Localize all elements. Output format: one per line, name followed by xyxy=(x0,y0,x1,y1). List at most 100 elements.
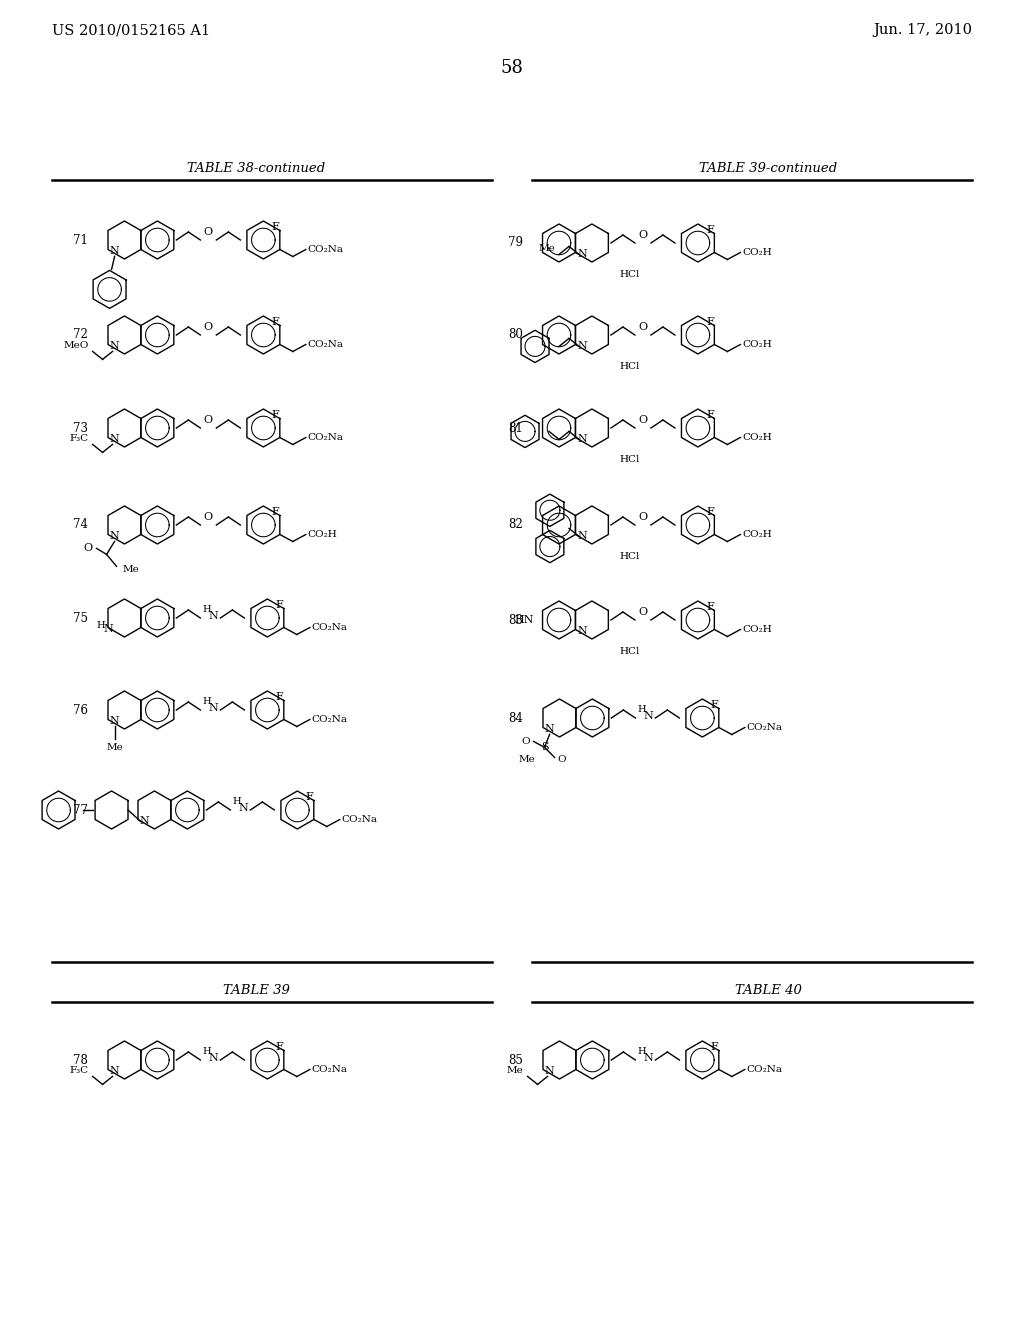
Text: 74: 74 xyxy=(73,519,88,532)
Text: 79: 79 xyxy=(508,236,523,249)
Text: TABLE 39-continued: TABLE 39-continued xyxy=(698,161,838,174)
Text: F: F xyxy=(711,1041,719,1052)
Text: N: N xyxy=(110,717,120,726)
Text: F: F xyxy=(271,507,280,516)
Text: N: N xyxy=(578,532,587,541)
Text: H: H xyxy=(202,1047,211,1056)
Text: F: F xyxy=(711,700,719,710)
Text: 78: 78 xyxy=(73,1053,88,1067)
Text: 71: 71 xyxy=(73,234,88,247)
Text: TABLE 39: TABLE 39 xyxy=(222,983,290,997)
Text: O: O xyxy=(638,414,647,425)
Text: MeO: MeO xyxy=(63,341,88,350)
Text: F: F xyxy=(707,409,714,420)
Text: CO₂H: CO₂H xyxy=(742,341,772,348)
Text: F: F xyxy=(707,317,714,327)
Text: F: F xyxy=(271,317,280,327)
Text: HCl: HCl xyxy=(620,647,640,656)
Text: 81: 81 xyxy=(508,421,523,434)
Text: N: N xyxy=(578,249,587,260)
Text: CO₂Na: CO₂Na xyxy=(312,623,348,632)
Text: N: N xyxy=(578,627,587,636)
Text: N: N xyxy=(545,1067,554,1076)
Text: HCl: HCl xyxy=(620,455,640,463)
Text: HCl: HCl xyxy=(620,362,640,371)
Text: CO₂H: CO₂H xyxy=(742,624,772,634)
Text: CO₂Na: CO₂Na xyxy=(308,433,344,442)
Text: N: N xyxy=(110,434,120,445)
Text: N: N xyxy=(545,725,554,734)
Text: N: N xyxy=(110,342,120,351)
Text: H: H xyxy=(232,796,241,805)
Text: 83: 83 xyxy=(508,614,523,627)
Text: 72: 72 xyxy=(73,329,88,342)
Text: O: O xyxy=(638,607,647,616)
Text: CO₂Na: CO₂Na xyxy=(312,1065,348,1074)
Text: F₃C: F₃C xyxy=(70,434,88,444)
Text: O: O xyxy=(638,230,647,240)
Text: H: H xyxy=(637,705,646,714)
Text: 80: 80 xyxy=(508,329,523,342)
Text: 85: 85 xyxy=(508,1053,523,1067)
Text: 84: 84 xyxy=(508,711,523,725)
Text: F: F xyxy=(707,507,714,516)
Text: H: H xyxy=(96,620,104,630)
Text: CO₂H: CO₂H xyxy=(742,248,772,257)
Text: O: O xyxy=(638,512,647,521)
Text: CO₂H: CO₂H xyxy=(742,433,772,442)
Text: HCl: HCl xyxy=(620,269,640,279)
Text: F: F xyxy=(275,599,284,610)
Text: F: F xyxy=(707,224,714,235)
Text: 82: 82 xyxy=(508,519,523,532)
Text: Me: Me xyxy=(106,743,123,752)
Text: F: F xyxy=(306,792,313,801)
Text: H: H xyxy=(202,697,211,705)
Text: F₃C: F₃C xyxy=(70,1067,88,1074)
Text: O: O xyxy=(204,414,213,425)
Text: US 2010/0152165 A1: US 2010/0152165 A1 xyxy=(52,22,210,37)
Text: Me: Me xyxy=(519,755,536,764)
Text: CO₂Na: CO₂Na xyxy=(312,715,348,723)
Text: N: N xyxy=(110,1067,120,1076)
Text: HN: HN xyxy=(514,615,534,624)
Text: S: S xyxy=(541,742,549,752)
Text: Me: Me xyxy=(123,565,139,574)
Text: N: N xyxy=(110,247,120,256)
Text: O: O xyxy=(521,737,529,746)
Text: HCl: HCl xyxy=(620,552,640,561)
Text: N: N xyxy=(239,803,248,813)
Text: Me: Me xyxy=(507,1067,523,1074)
Text: CO₂H: CO₂H xyxy=(742,531,772,539)
Text: O: O xyxy=(83,544,92,553)
Text: O: O xyxy=(204,322,213,333)
Text: N: N xyxy=(110,532,120,541)
Text: O: O xyxy=(204,512,213,521)
Text: O: O xyxy=(558,755,566,764)
Text: F: F xyxy=(271,409,280,420)
Text: CO₂Na: CO₂Na xyxy=(746,723,782,733)
Text: H: H xyxy=(637,1047,646,1056)
Text: CO₂Na: CO₂Na xyxy=(308,341,344,348)
Text: N: N xyxy=(209,704,218,713)
Text: 58: 58 xyxy=(501,59,523,77)
Text: CO₂Na: CO₂Na xyxy=(342,814,378,824)
Text: N: N xyxy=(103,624,114,635)
Text: N: N xyxy=(643,1053,653,1063)
Text: 77: 77 xyxy=(73,804,88,817)
Text: TABLE 40: TABLE 40 xyxy=(734,983,802,997)
Text: CO₂Na: CO₂Na xyxy=(308,246,344,253)
Text: N: N xyxy=(209,1053,218,1063)
Text: F: F xyxy=(707,602,714,611)
Text: N: N xyxy=(209,611,218,620)
Text: 75: 75 xyxy=(73,611,88,624)
Text: O: O xyxy=(204,227,213,238)
Text: Jun. 17, 2010: Jun. 17, 2010 xyxy=(873,22,972,37)
Text: CO₂Na: CO₂Na xyxy=(746,1065,782,1074)
Text: N: N xyxy=(643,711,653,721)
Text: N: N xyxy=(578,434,587,445)
Text: N: N xyxy=(139,816,150,826)
Text: N: N xyxy=(578,342,587,351)
Text: O: O xyxy=(638,322,647,333)
Text: TABLE 38-continued: TABLE 38-continued xyxy=(186,161,326,174)
Text: F: F xyxy=(275,692,284,702)
